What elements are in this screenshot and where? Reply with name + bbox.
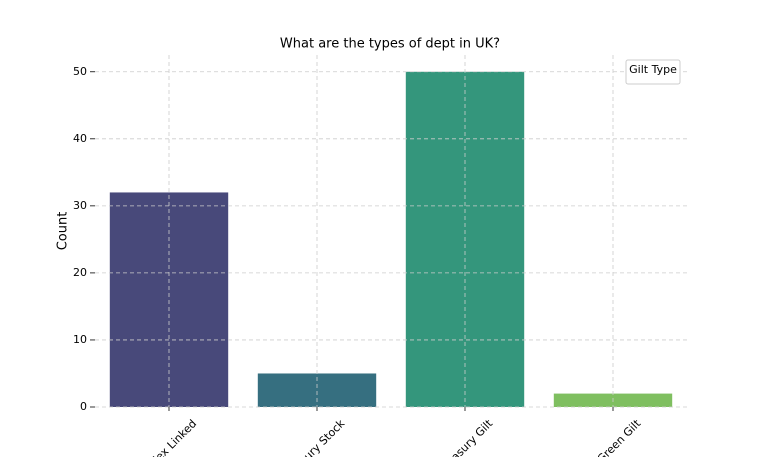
x-tick-label: easury Gilt	[444, 417, 496, 457]
x-tick-label: Green Gilt	[595, 417, 644, 457]
x-tick-label: dex Linked	[148, 417, 199, 457]
y-tick-label: 20	[73, 266, 87, 279]
legend-box	[625, 59, 681, 85]
y-tick-label: 30	[73, 199, 87, 212]
y-tick-label: 40	[73, 132, 87, 145]
legend-title: Gilt Type	[629, 63, 677, 76]
x-tick-label: sury Stock	[297, 417, 347, 457]
y-tick-label: 0	[80, 400, 87, 413]
y-tick-label: 10	[73, 333, 87, 346]
chart-title: What are the types of dept in UK?	[280, 37, 500, 52]
y-axis-label: Count	[56, 212, 71, 251]
y-tick-label: 50	[73, 65, 87, 78]
